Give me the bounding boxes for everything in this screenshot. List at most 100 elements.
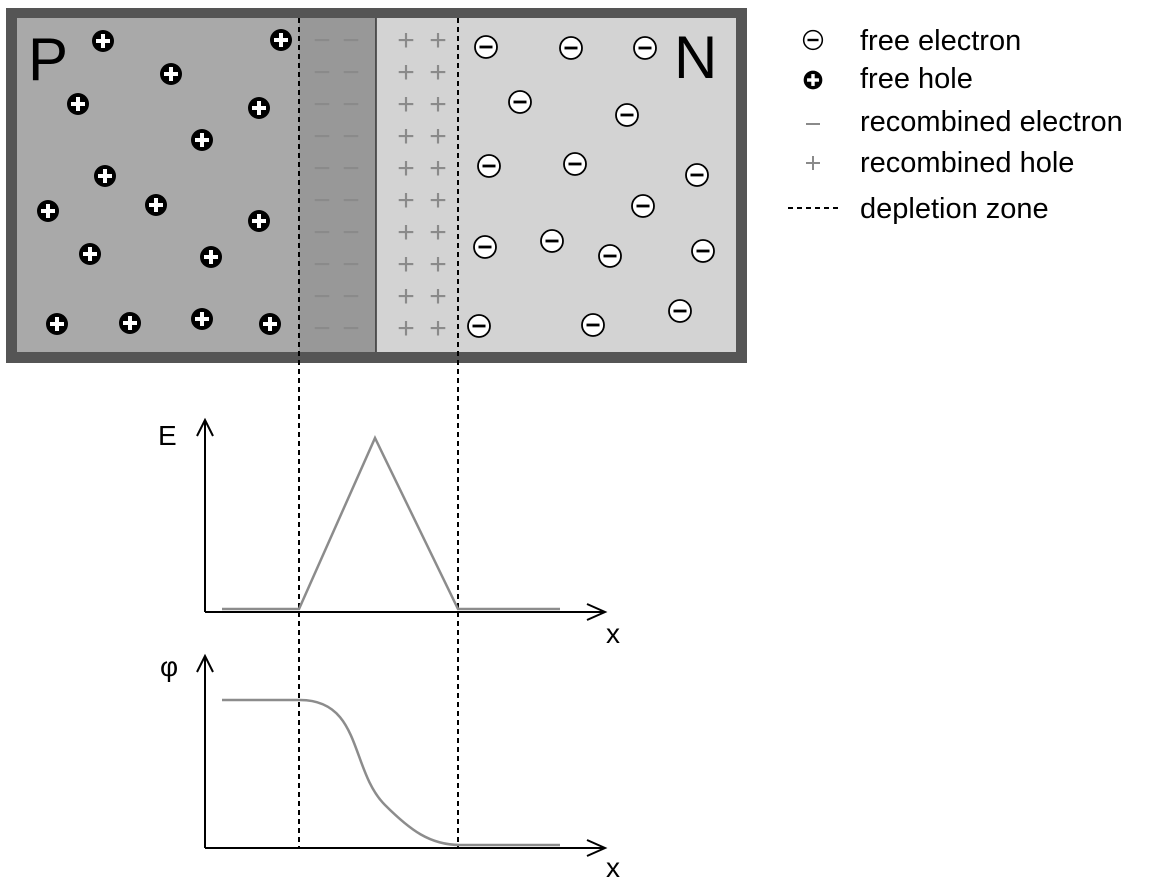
free-electron-icon [691,239,715,263]
free-electron-icon [598,244,622,268]
free-hole-icon [191,308,213,330]
recombined-electron-mark: − [313,280,331,313]
recombined-electron-mark: − [313,184,331,217]
recombined-electron-mark: − [342,152,360,185]
recombined-hole-mark: + [397,88,415,121]
recombined-electron-mark: − [342,120,360,153]
recombined-hole-mark: + [397,120,415,153]
recombined-hole-mark: + [429,24,447,57]
legend-label-depletion-zone: depletion zone [860,193,1049,225]
recombined-hole-mark: + [429,312,447,345]
potential-x-axis-arrow [586,839,608,857]
recombined-hole-mark: + [397,56,415,89]
recombined-electron-mark: − [342,184,360,217]
potential-curve [222,698,560,847]
legend-label-recombined-hole: recombined hole [860,147,1074,179]
free-electron-icon [631,194,655,218]
free-hole-icon [200,246,222,268]
free-hole-icon [145,194,167,216]
p-label: P [28,26,68,93]
recombined-hole-mark: + [397,216,415,249]
n-label: N [674,24,717,91]
free-electron-icon [540,229,564,253]
free-electron-icon [668,299,692,323]
recombined-electron-mark: − [342,88,360,121]
legend-label-free-electron: free electron [860,25,1021,57]
recombined-electron-mark: − [313,248,331,281]
free-hole-icon [79,243,101,265]
free-hole-icon [94,165,116,187]
legend-item-recombined-hole: recombined hole [806,147,1074,179]
recombined-electron-mark: − [313,88,331,121]
recombined-hole-icon [806,156,820,170]
free-electron-icon [685,163,709,187]
recombined-electron-mark: − [313,56,331,89]
legend-item-recombined-electron: recombined electron [806,106,1123,138]
free-electron-icon [477,154,501,178]
field-y-axis-arrow [196,417,214,437]
potential-x-label: x [606,852,620,883]
recombined-hole-mark: + [429,120,447,153]
field-curve [222,435,560,611]
free-electron-icon [473,235,497,259]
free-electron-icon [508,90,532,114]
legend-label-recombined-electron: recombined electron [860,106,1123,138]
recombined-hole-mark: + [429,280,447,313]
free-hole-icon [259,313,281,335]
potential-y-label: φ [160,651,178,682]
recombined-hole-mark: + [429,152,447,185]
recombined-electron-mark: − [313,152,331,185]
junction-block: P N − −− −− −− −− −− −− −− −− −− − + ++ ++ ++ ++ ++ ++ ++… [6,8,747,363]
potential-y-axis-arrow [196,653,214,673]
free-electron-icon [581,313,605,337]
recombined-hole-mark: + [429,216,447,249]
recombined-hole-mark: + [429,88,447,121]
free-electron-icon [563,152,587,176]
potential-plot: φ x [160,651,620,883]
recombined-hole-mark: + [397,24,415,57]
free-electron-icon [615,103,639,127]
legend-item-free-electron: free electron [802,25,1021,57]
recombined-electron-mark: − [313,120,331,153]
free-hole-icon [191,129,213,151]
recombined-electron-mark: − [342,216,360,249]
recombined-hole-mark: + [429,248,447,281]
field-y-label: E [158,420,177,451]
recombined-hole-mark: + [397,152,415,185]
field-x-axis-arrow [586,603,608,621]
free-hole-icon [160,63,182,85]
recombined-hole-mark: + [397,184,415,217]
recombined-electron-mark: − [342,24,360,57]
free-electron-icon [474,35,498,59]
recombined-holes: + ++ ++ ++ ++ ++ ++ ++ ++ ++ + [397,24,447,345]
free-electron-icon [559,36,583,60]
free-hole-icon [46,313,68,335]
recombined-hole-mark: + [429,56,447,89]
recombined-hole-mark: + [429,184,447,217]
recombined-electron-mark: − [313,24,331,57]
recombined-electron-mark: − [342,280,360,313]
free-electron-icon [633,36,657,60]
legend-item-depletion-zone: depletion zone [788,193,1049,225]
recombined-electron-mark: − [342,248,360,281]
electric-field-plot: E x [158,417,620,649]
free-hole-icon [67,93,89,115]
recombined-electron-mark: − [342,56,360,89]
recombined-electron-mark: − [313,216,331,249]
recombined-hole-mark: + [397,312,415,345]
n-region [376,18,736,352]
free-hole-icon [37,200,59,222]
legend: free electron free hole recombined elect… [788,25,1123,225]
free-hole-icon [119,312,141,334]
free-electron-icon [467,314,491,338]
legend-label-free-hole: free hole [860,63,973,95]
p-depletion-region [299,18,376,352]
recombined-hole-mark: + [397,280,415,313]
free-hole-icon [248,97,270,119]
free-hole-icon [92,30,114,52]
legend-item-free-hole: free hole [803,63,973,95]
free-hole-icon [248,210,270,232]
free-hole-icon [803,70,823,90]
recombined-electron-mark: − [342,312,360,345]
